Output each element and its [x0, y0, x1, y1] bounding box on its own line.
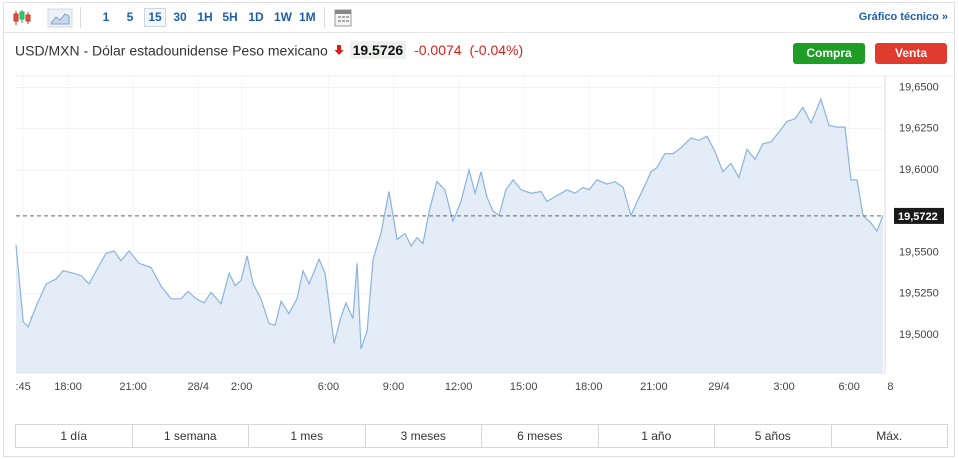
technical-chart-link[interactable]: Gráfico técnico »	[858, 11, 948, 23]
x-tick-label: :45	[16, 381, 31, 393]
separator	[324, 7, 325, 28]
x-tick-label: 21:00	[119, 381, 147, 393]
calendar-icon[interactable]	[333, 8, 353, 28]
interval-button[interactable]: 1H	[197, 10, 213, 24]
down-arrow	[334, 45, 344, 56]
range-button[interactable]: 1 mes	[249, 425, 366, 447]
interval-button[interactable]: 1	[102, 10, 110, 24]
range-button[interactable]: 1 día	[16, 425, 133, 447]
sell-button[interactable]: Venta	[875, 43, 947, 64]
x-tick-label: 9:00	[383, 381, 404, 393]
y-tick-label: 19,6500	[899, 81, 939, 93]
x-tick-label: 6:00	[838, 381, 859, 393]
y-tick-label: 19,6250	[899, 123, 939, 135]
last-price-box	[894, 207, 944, 224]
chart-type-icons[interactable]	[4, 3, 76, 32]
x-tick-label: 18:00	[575, 381, 603, 393]
instrument-header: USD/MXN - Dólar estadounidense Peso mexi…	[15, 41, 524, 60]
interval-button[interactable]: 15	[144, 8, 166, 27]
buy-button[interactable]: Compra	[793, 43, 865, 64]
x-tick-label: 28/4	[188, 381, 209, 393]
x-tick-label: 21:00	[640, 381, 668, 393]
instrument-title: USD/MXN - Dólar estadounidense Peso mexi…	[15, 42, 328, 59]
interval-button[interactable]: 5H	[222, 10, 238, 24]
x-tick-label: 6:00	[318, 381, 339, 393]
last-price-label: 19,5722	[898, 211, 938, 223]
y-tick-label: 19,5250	[899, 288, 939, 300]
x-tick-label: 15:00	[510, 381, 538, 393]
range-button[interactable]: 3 meses	[366, 425, 482, 447]
y-tick-label: 19,6000	[899, 164, 939, 176]
x-tick-label: 18:00	[54, 381, 82, 393]
interval-button[interactable]: 5	[126, 10, 134, 24]
interval-button[interactable]: 1D	[248, 10, 264, 24]
x-tick-label: 8	[887, 381, 893, 393]
interval-button[interactable]: 1W	[274, 10, 292, 24]
y-tick-label: 19,5000	[899, 329, 939, 341]
range-selector: 1 día 1 semana 1 mes 3 meses 6 meses 1 año 5 a…	[15, 424, 948, 448]
range-button[interactable]: 1 semana	[133, 425, 249, 447]
separator	[80, 7, 81, 28]
toolbar: 1 5 15 30 1H 5H 1D 1W 1M Gráfico técnico »	[4, 3, 954, 33]
range-button[interactable]: Máx.	[876, 429, 903, 443]
x-tick-label: 2:00	[231, 381, 252, 393]
y-tick-label: 19,5500	[899, 246, 939, 258]
price: 19.5726	[349, 41, 407, 60]
x-tick-label: 29/4	[708, 381, 729, 393]
change-percent: (-0.04%)	[469, 42, 524, 59]
range-button[interactable]: 5 años	[715, 425, 832, 447]
interval-button[interactable]: 1M	[299, 10, 316, 24]
chart: 19,5000 19,5250 19,5500 19,6000 19,6250 19,65…	[15, 75, 954, 393]
x-tick-label: 3:00	[773, 381, 794, 393]
area	[16, 99, 883, 373]
widget: 1 5 15 30 1H 5H 1D 1W 1M Gráfico técnico » USD/M…	[3, 2, 955, 457]
x-tick-label: 12:00	[445, 381, 473, 393]
range-button[interactable]: 1 año	[599, 425, 715, 447]
line	[15, 97, 884, 350]
interval-button[interactable]: 30	[173, 10, 187, 24]
change: -0.0074	[414, 42, 462, 59]
range-button[interactable]: 6 meses	[482, 425, 599, 447]
